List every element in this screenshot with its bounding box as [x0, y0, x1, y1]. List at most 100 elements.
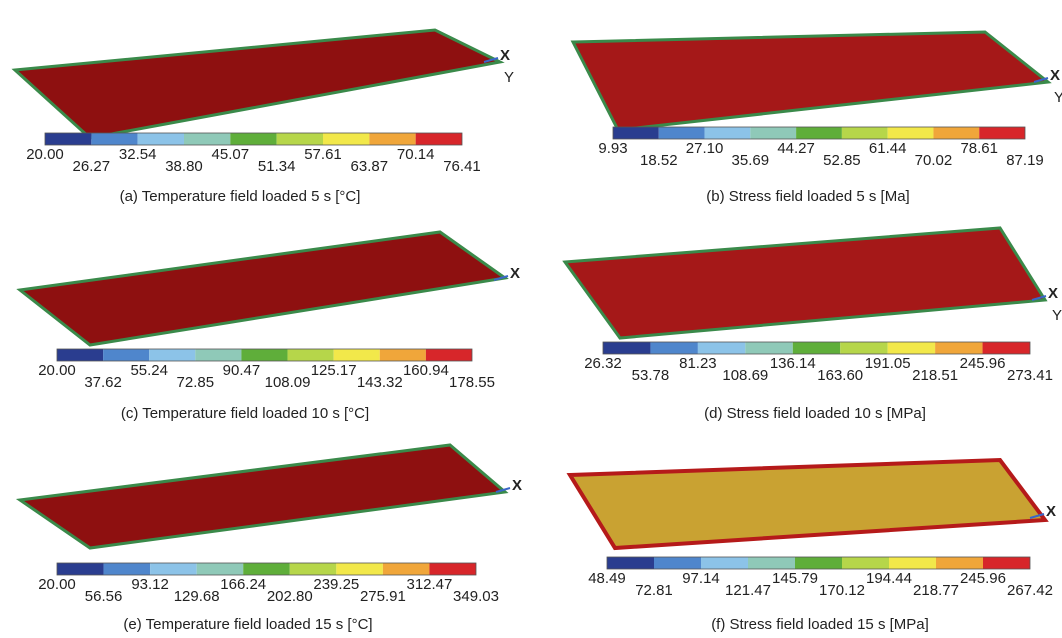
colorbar-segment [607, 557, 654, 569]
scale-label: 108.69 [722, 367, 768, 384]
contour-plate [573, 32, 1048, 130]
colorbar-segment [654, 557, 701, 569]
axis-x-label: X [512, 477, 522, 494]
colorbar-segment [659, 127, 705, 139]
colorbar-segment [842, 127, 888, 139]
contour-plate [20, 445, 505, 548]
scale-label: 56.56 [85, 588, 123, 605]
scale-label: 245.96 [960, 570, 1006, 587]
colorbar-segment [195, 349, 241, 361]
scale-label: 160.94 [403, 362, 449, 379]
colorbar-segment [288, 349, 334, 361]
scale-label: 93.12 [131, 576, 169, 593]
scale-label: 38.80 [165, 158, 203, 175]
scale-label: 125.17 [311, 362, 357, 379]
panel-caption: (e) Temperature field loaded 15 s [°C] [123, 616, 372, 633]
scale-label: 55.24 [130, 362, 168, 379]
colorbar-segment [184, 133, 230, 145]
axis-y-label: Y [1054, 89, 1062, 106]
panel-caption: (b) Stress field loaded 5 s [Ma] [706, 188, 909, 205]
scale-label: 76.41 [443, 158, 481, 175]
scale-label: 178.55 [449, 374, 495, 391]
colorbar-segment [748, 557, 795, 569]
colorbar-segment [243, 563, 290, 575]
scale-label: 81.23 [679, 355, 717, 372]
scale-label: 9.93 [598, 140, 627, 157]
colorbar-segment [935, 342, 982, 354]
panel-caption: (f) Stress field loaded 15 s [MPa] [711, 616, 929, 633]
scale-label: 97.14 [682, 570, 720, 587]
scale-label: 166.24 [220, 576, 266, 593]
scale-label: 275.91 [360, 588, 406, 605]
axis-y-label: Y [1052, 307, 1062, 324]
colorbar-segment [701, 557, 748, 569]
scale-label: 20.00 [38, 576, 76, 593]
scale-label: 108.09 [265, 374, 311, 391]
colorbar-segment [334, 349, 380, 361]
colorbar-segment [380, 349, 426, 361]
colorbar-segment [323, 133, 369, 145]
scale-label: 45.07 [212, 146, 250, 163]
colorbar-segment [149, 349, 195, 361]
colorbar-segment [745, 342, 792, 354]
scale-label: 48.49 [588, 570, 626, 587]
colorbar-segment [796, 127, 842, 139]
colorbar-segment [197, 563, 244, 575]
colorbar-segment [888, 342, 935, 354]
panel-caption: (c) Temperature field loaded 10 s [°C] [121, 405, 369, 422]
colorbar-segment [383, 563, 430, 575]
colorbar-segment [138, 133, 184, 145]
colorbar-segment [57, 349, 103, 361]
scale-label: 27.10 [686, 140, 724, 157]
scale-label: 267.42 [1007, 582, 1053, 599]
scale-label: 72.85 [177, 374, 215, 391]
colorbar-segment [936, 557, 983, 569]
scale-label: 20.00 [38, 362, 76, 379]
colorbar-segment [150, 563, 197, 575]
scale-label: 70.02 [915, 152, 953, 169]
scale-label: 202.80 [267, 588, 313, 605]
colorbar-segment [705, 127, 751, 139]
colorbar-segment [416, 133, 462, 145]
colorbar-segment [429, 563, 476, 575]
scale-label: 121.47 [725, 582, 771, 599]
axis-x-label: X [1046, 503, 1056, 520]
colorbar-segment [793, 342, 840, 354]
scale-label: 245.96 [960, 355, 1006, 372]
colorbar-segment [290, 563, 337, 575]
scale-label: 37.62 [84, 374, 122, 391]
scale-label: 218.51 [912, 367, 958, 384]
axis-y-label: Y [504, 69, 514, 86]
scale-label: 26.27 [73, 158, 111, 175]
scale-label: 312.47 [406, 576, 452, 593]
panel-caption: (d) Stress field loaded 10 s [MPa] [704, 405, 926, 422]
colorbar-segment [698, 342, 745, 354]
colorbar-segment [91, 133, 137, 145]
scale-label: 194.44 [866, 570, 912, 587]
colorbar-segment [933, 127, 979, 139]
colorbar-segment [750, 127, 796, 139]
colorbar-segment [369, 133, 415, 145]
colorbar-segment [888, 127, 934, 139]
colorbar-segment [104, 563, 151, 575]
colorbar-segment [426, 349, 472, 361]
colorbar-segment [57, 563, 104, 575]
colorbar-segment [241, 349, 287, 361]
scale-label: 63.87 [351, 158, 389, 175]
contour-plate [20, 232, 505, 345]
contour-plate [15, 30, 500, 138]
scale-label: 90.47 [223, 362, 261, 379]
colorbar-segment [230, 133, 276, 145]
axis-x-label: X [510, 265, 520, 282]
colorbar-segment [650, 342, 697, 354]
colorbar-segment [603, 342, 650, 354]
scale-label: 218.77 [913, 582, 959, 599]
colorbar-segment [983, 557, 1030, 569]
colorbar-segment [103, 349, 149, 361]
colorbar-segment [795, 557, 842, 569]
scale-label: 136.14 [770, 355, 816, 372]
scale-label: 239.25 [313, 576, 359, 593]
colorbar-segment [983, 342, 1030, 354]
scale-label: 87.19 [1006, 152, 1044, 169]
colorbar-segment [840, 342, 887, 354]
